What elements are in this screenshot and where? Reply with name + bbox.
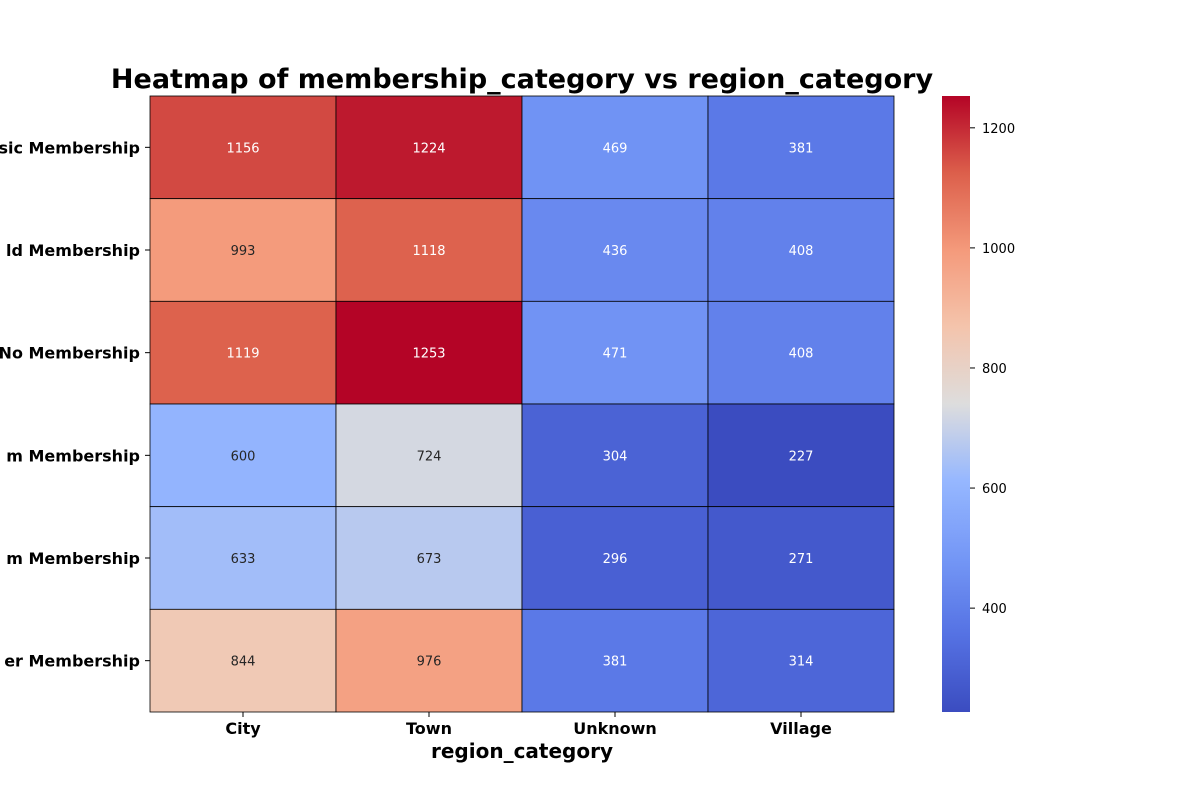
heatmap-cell: [707, 198, 895, 302]
x-axis-label: region_category: [431, 739, 613, 763]
x-tick-label: Unknown: [573, 719, 657, 738]
heatmap-cell: [707, 403, 895, 508]
y-tick-label: m Membership: [6, 549, 140, 568]
y-tick-label: No Membership: [0, 344, 140, 363]
colorbar-tick-label: 800: [982, 362, 1007, 377]
x-tick-label: Village: [770, 719, 832, 738]
cell-value-label: 471: [603, 347, 628, 362]
heatmap-cell: [149, 506, 337, 610]
heatmap-cell: [521, 608, 709, 713]
cell-value-label: 271: [789, 552, 814, 567]
heatmap-cell: [335, 608, 523, 713]
cell-value-label: 993: [231, 244, 256, 259]
y-tick-label: sic Membership: [0, 138, 140, 157]
heatmap-cell: [149, 300, 337, 405]
cell-value-label: 227: [789, 449, 814, 464]
cell-value-label: 381: [789, 141, 814, 156]
cell-value-label: 296: [603, 552, 628, 567]
cell-value-label: 304: [603, 449, 628, 464]
colorbar: 400 600 800 1000 1200: [942, 96, 1015, 712]
heatmap-cell: [521, 403, 709, 508]
heatmap-cell: [707, 95, 895, 200]
heatmap-cell: [335, 403, 523, 508]
y-tick-labels: sic Membership ld Membership No Membership…: [0, 138, 150, 671]
x-tick-labels: City Town Unknown Village: [225, 712, 832, 738]
cell-annotations: 1156 1224 469 381 993 1118 436 408 1119 1253 471 40…: [226, 141, 813, 669]
colorbar-tick-label: 400: [982, 602, 1007, 617]
cell-value-label: 976: [417, 655, 442, 670]
y-tick-label: ld Membership: [6, 241, 140, 260]
heatmap-cell: [149, 95, 337, 200]
heatmap-cell: [521, 198, 709, 302]
cell-value-label: 469: [603, 141, 628, 156]
cell-value-label: 1253: [412, 347, 445, 362]
heatmap-cell: [335, 95, 523, 200]
cell-value-label: 844: [231, 655, 256, 670]
cell-value-label: 633: [231, 552, 256, 567]
colorbar-tick-label: 1200: [982, 122, 1015, 137]
cell-value-label: 1118: [412, 244, 445, 259]
colorbar-tick-label: 1000: [982, 242, 1015, 257]
x-tick-label: City: [225, 719, 261, 738]
y-tick-label: er Membership: [4, 652, 140, 671]
heatmap-cell: [335, 300, 523, 405]
heatmap-cell: [149, 608, 337, 713]
cell-value-label: 1156: [226, 141, 259, 156]
cell-value-label: 724: [417, 449, 442, 464]
y-tick-label: m Membership: [6, 446, 140, 465]
cell-value-label: 1224: [412, 141, 445, 156]
heatmap-cell: [707, 608, 895, 713]
heatmap-cells: [149, 95, 895, 713]
cell-value-label: 408: [789, 347, 814, 362]
colorbar-gradient: [942, 96, 970, 712]
heatmap-cell: [707, 506, 895, 610]
colorbar-tick-label: 600: [982, 482, 1007, 497]
heatmap-cell: [335, 506, 523, 610]
cell-value-label: 600: [231, 449, 256, 464]
cell-value-label: 673: [417, 552, 442, 567]
cell-value-label: 408: [789, 244, 814, 259]
cell-value-label: 436: [603, 244, 628, 259]
chart-title: Heatmap of membership_category vs region…: [111, 64, 934, 95]
heatmap-cell: [521, 506, 709, 610]
cell-value-label: 314: [789, 655, 814, 670]
cell-value-label: 381: [603, 655, 628, 670]
heatmap-cell: [521, 95, 709, 200]
x-tick-label: Town: [406, 719, 452, 738]
cell-value-label: 1119: [226, 347, 259, 362]
heatmap-cell: [707, 300, 895, 405]
heatmap-cell: [335, 198, 523, 302]
heatmap-cell: [149, 403, 337, 508]
